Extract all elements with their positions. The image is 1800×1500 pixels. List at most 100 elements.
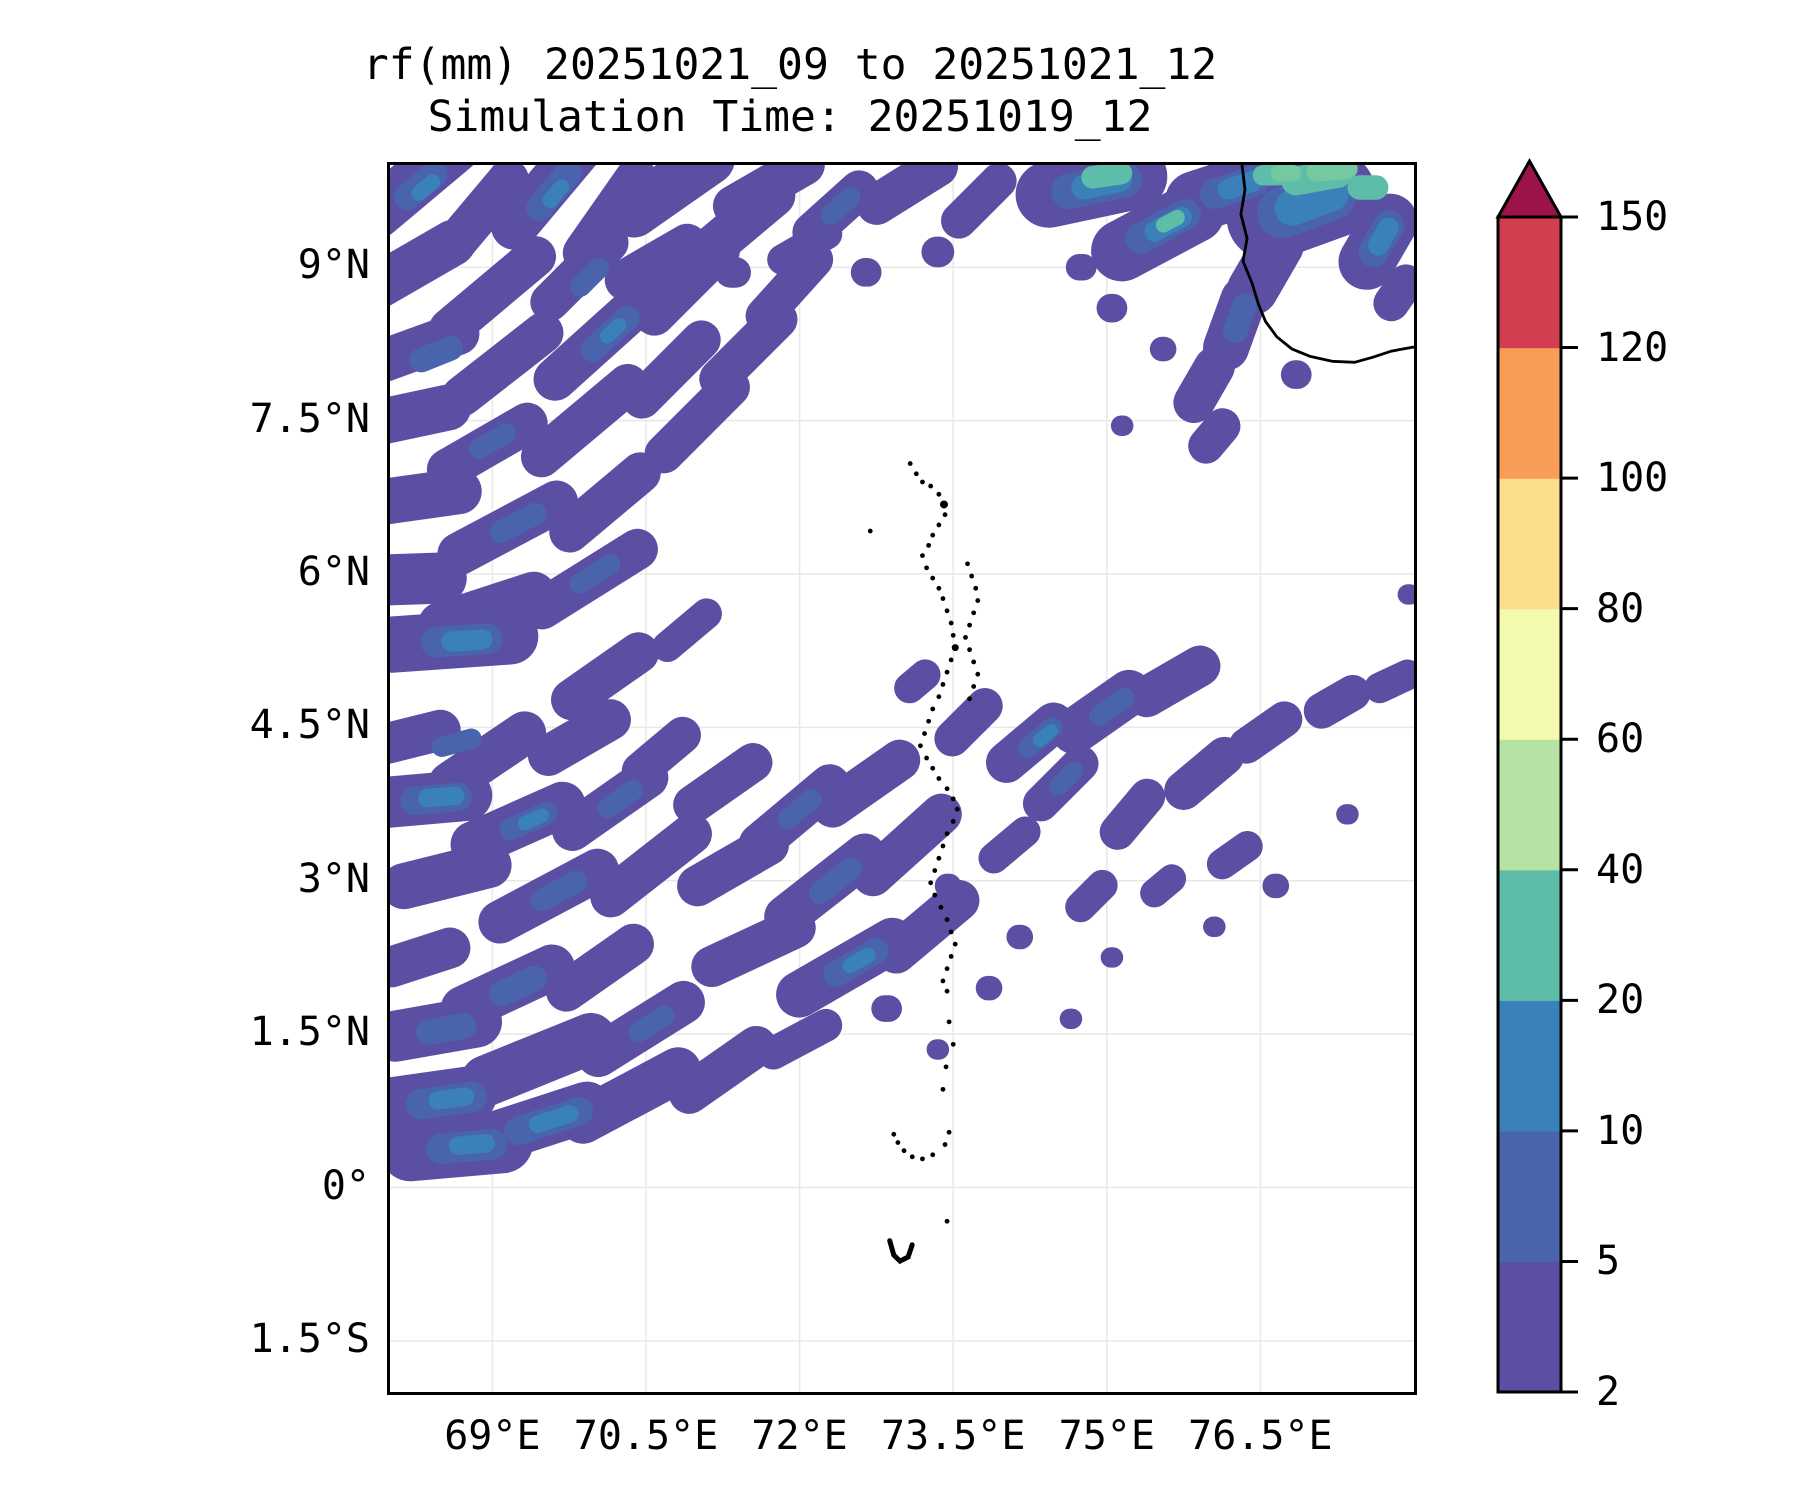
rain-cell <box>608 165 735 238</box>
y-tick-label: 9°N <box>297 242 370 289</box>
y-tick-label: 6°N <box>297 549 370 595</box>
colorbar-tick-label: 20 <box>1596 977 1645 1024</box>
rain-cell <box>1188 408 1241 464</box>
rain-cell <box>777 789 822 830</box>
rain-cell <box>812 739 921 828</box>
maldives-islands <box>867 461 981 1265</box>
rain-cell <box>808 857 863 904</box>
colorbar-outline <box>1496 215 1563 1394</box>
rain-cell <box>644 367 750 474</box>
rain-cell <box>1206 831 1263 880</box>
rain-cell <box>390 927 471 988</box>
colorbar <box>1495 157 1578 1394</box>
rain-contour-map <box>390 165 1414 1392</box>
rain-cells <box>390 165 1414 1182</box>
rain-cell <box>390 468 482 527</box>
rain-cell <box>940 165 1017 239</box>
rain-cell <box>852 793 962 897</box>
rain-cell <box>549 452 661 553</box>
rain-cell <box>668 1025 777 1114</box>
rain-cell <box>604 223 708 301</box>
colorbar-tick-label: 80 <box>1596 585 1645 632</box>
rain-cell <box>441 629 493 652</box>
rain-cell <box>1203 916 1226 937</box>
x-tick-label: 72°E <box>751 1413 848 1459</box>
rain-cell <box>390 384 472 447</box>
rain-cell <box>551 632 660 721</box>
rain-cell <box>390 842 512 910</box>
rain-cell <box>599 317 627 344</box>
rain-cell <box>428 1087 475 1110</box>
rain-cell <box>627 1005 675 1043</box>
rain-cell <box>1100 947 1124 968</box>
rain-cell <box>856 165 958 225</box>
rain-cell <box>1048 761 1084 796</box>
colorbar-segment <box>1498 1261 1561 1393</box>
rain-cell <box>1110 415 1134 436</box>
x-tick-label: 70.5°E <box>573 1413 719 1459</box>
rain-cell <box>1164 736 1244 810</box>
rain-cell <box>468 423 516 459</box>
rain-cell <box>545 923 654 1012</box>
rain-cell <box>415 1013 477 1045</box>
map-axes <box>387 162 1417 1395</box>
colorbar-tick-label: 150 <box>1596 194 1669 240</box>
rain-cell <box>529 1105 579 1133</box>
rain-cell <box>1081 165 1133 189</box>
rain-cell <box>527 699 631 776</box>
rain-cell <box>1223 293 1257 344</box>
rain-cell <box>530 223 629 322</box>
colorbar-segment <box>1498 608 1561 740</box>
rain-cell <box>1065 253 1097 281</box>
x-tick-label: 76.5°E <box>1188 1413 1333 1459</box>
colorbar-segment <box>1498 1130 1561 1263</box>
rain-cell <box>1228 701 1303 764</box>
rain-cell <box>921 236 955 268</box>
rain-cell <box>1262 873 1290 899</box>
y-tick-label: 0° <box>321 1162 370 1209</box>
rain-cell <box>1126 645 1221 718</box>
rain-cell <box>1303 674 1371 729</box>
colorbar-segment <box>1498 869 1561 1001</box>
x-tick-label: 73.5°E <box>880 1413 1026 1459</box>
colorbar-segment <box>1498 739 1561 871</box>
rain-cell <box>934 873 962 899</box>
rain-cell <box>1065 869 1118 923</box>
y-tick-label: 3°N <box>297 855 370 902</box>
x-tick-label: 75°E <box>1058 1413 1155 1459</box>
rain-cell <box>691 907 816 988</box>
x-tick-label: 69°E <box>444 1413 541 1459</box>
colorbar-tick-label: 60 <box>1596 716 1645 763</box>
rain-cell <box>622 320 721 419</box>
rain-cell <box>756 1008 843 1070</box>
rain-cell <box>1364 659 1414 704</box>
rain-cell <box>597 779 644 818</box>
rain-cell <box>926 1039 950 1060</box>
rain-cell <box>1089 687 1135 726</box>
rain-cell <box>1140 864 1187 908</box>
colorbar-tick-label: 100 <box>1596 455 1669 502</box>
rain-cell <box>1173 346 1235 424</box>
rain-cell <box>1217 171 1263 200</box>
rain-cell <box>978 816 1041 874</box>
colorbar-over-arrow <box>1495 157 1564 219</box>
rain-cell <box>409 335 464 373</box>
colorbar-segment <box>1498 1000 1561 1132</box>
rain-cell <box>560 1047 702 1144</box>
rain-cell <box>712 165 825 227</box>
rain-cell <box>715 257 751 288</box>
rain-cell <box>590 813 712 918</box>
plot-title: rf(mm) 20251021_09 to 20251021_12 <box>362 40 1218 90</box>
colorbar-tick-label: 40 <box>1596 846 1645 893</box>
rain-cell <box>418 786 465 808</box>
rain-cell <box>1347 175 1389 200</box>
rain-cell <box>390 552 467 606</box>
colorbar-tick-label: 2 <box>1596 1369 1621 1415</box>
rain-cell <box>390 219 476 315</box>
colorbar-segment <box>1498 478 1561 610</box>
colorbar-tick-label: 120 <box>1596 324 1669 371</box>
rain-cell <box>1032 723 1058 748</box>
rain-cell <box>489 502 547 544</box>
rain-cell <box>1336 804 1359 825</box>
